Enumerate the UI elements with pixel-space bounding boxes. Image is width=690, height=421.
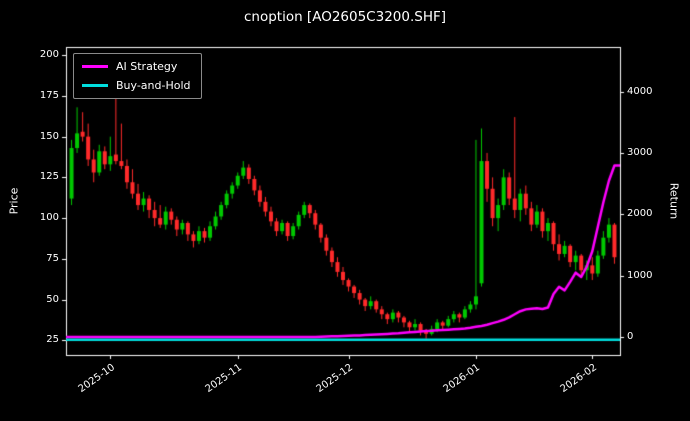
price-tick-label: 175 [39, 89, 59, 101]
buy-and-hold-line-swatch [82, 84, 108, 87]
price-tick-label: 50 [46, 293, 59, 305]
return-tick-label: 0 [627, 330, 634, 342]
legend: AI Strategy Buy-and-Hold [73, 53, 202, 99]
return-tick-label: 4000 [627, 86, 653, 97]
price-tick-label: 75 [46, 252, 59, 264]
price-tick-label: 150 [39, 130, 59, 142]
price-tick-label: 200 [39, 49, 59, 61]
price-axis-label: Price [7, 187, 21, 215]
legend-item-ai-strategy: AI Strategy [82, 60, 191, 73]
ai-strategy-line-swatch [82, 65, 108, 68]
return-tick-label: 2000 [627, 208, 653, 220]
legend-item-buy-and-hold: Buy-and-Hold [82, 79, 191, 92]
price-tick-label: 100 [39, 212, 59, 224]
chart-title: cnoption [AO2605C3200.SHF] [243, 9, 447, 25]
return-tick-label: 3000 [627, 147, 653, 159]
return-tick-label: 1000 [627, 269, 653, 281]
legend-label: Buy-and-Hold [116, 79, 191, 92]
price-tick-label: 125 [39, 171, 59, 183]
price-tick-label: 25 [46, 334, 59, 346]
return-axis-label: Return [667, 182, 681, 220]
legend-label: AI Strategy [116, 60, 178, 73]
